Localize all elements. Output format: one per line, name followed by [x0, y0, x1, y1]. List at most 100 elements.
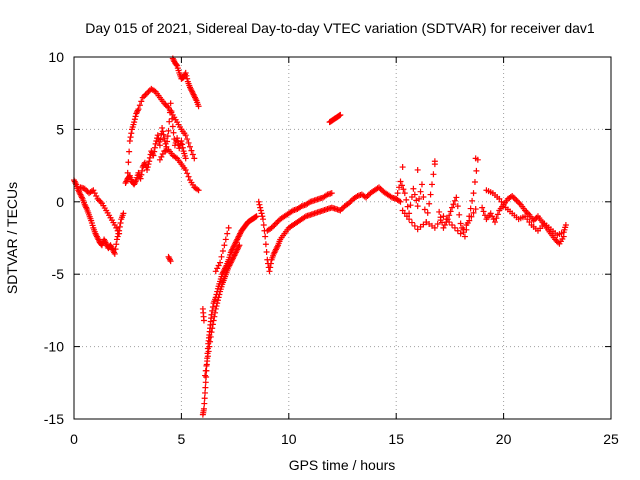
data-point — [141, 93, 148, 100]
data-point — [523, 208, 530, 215]
data-point — [421, 206, 428, 213]
data-point — [469, 197, 476, 204]
data-point — [472, 206, 479, 213]
data-point — [436, 208, 443, 215]
axis-ticks: 0 5 10 15 20 25 -15 -10 -5 0 5 10 — [44, 49, 619, 447]
data-point — [214, 265, 221, 272]
data-point — [156, 156, 163, 163]
data-point — [114, 233, 121, 240]
x-tick-label: 25 — [603, 431, 619, 447]
data-point — [414, 166, 421, 173]
data-point — [182, 155, 189, 162]
data-point — [446, 219, 453, 226]
data-point — [461, 233, 468, 240]
data-point — [179, 141, 186, 148]
data-point — [200, 405, 207, 412]
x-tick-label: 10 — [281, 431, 297, 447]
data-point — [191, 155, 198, 162]
data-point — [144, 164, 151, 171]
data-point — [255, 198, 262, 205]
data-point — [256, 201, 263, 208]
data-point — [437, 217, 444, 224]
data-point — [494, 211, 501, 218]
data-point — [97, 198, 104, 205]
data-point — [173, 61, 180, 68]
data-point — [430, 171, 437, 178]
data-point — [165, 127, 172, 134]
data-point — [112, 246, 119, 253]
data-point — [394, 190, 401, 197]
data-point — [212, 268, 219, 275]
data-point — [397, 178, 404, 185]
data-point — [236, 242, 243, 249]
data-point — [117, 220, 124, 227]
data-point — [186, 143, 193, 150]
data-point — [209, 321, 216, 328]
data-point — [131, 119, 138, 126]
data-point — [144, 166, 151, 173]
data-point — [116, 230, 123, 237]
data-point — [138, 98, 145, 105]
data-point — [166, 118, 173, 125]
data-point — [266, 268, 273, 275]
data-point — [457, 230, 464, 237]
data-point — [134, 107, 141, 114]
data-point — [337, 207, 344, 214]
data-point — [151, 144, 158, 151]
data-point — [183, 72, 190, 79]
data-point — [338, 206, 345, 213]
data-point — [146, 154, 153, 161]
data-point — [188, 147, 195, 154]
x-tick-label: 20 — [496, 431, 512, 447]
data-point — [202, 389, 209, 396]
data-point — [470, 190, 477, 197]
data-point — [471, 179, 478, 186]
data-point — [202, 372, 209, 379]
data-point — [215, 294, 222, 301]
data-point — [393, 195, 400, 202]
data-point — [170, 129, 177, 136]
data-point — [427, 191, 434, 198]
data-point — [127, 134, 134, 141]
data-point — [151, 148, 158, 155]
data-point — [124, 169, 131, 176]
data-point — [206, 343, 213, 350]
data-point — [126, 148, 133, 155]
data-point — [468, 213, 475, 220]
data-point — [182, 132, 189, 139]
data-point — [413, 197, 420, 204]
data-point — [467, 205, 474, 212]
data-point — [451, 197, 458, 204]
data-point — [426, 200, 433, 207]
data-point — [210, 317, 217, 324]
data-point — [555, 239, 562, 246]
data-point — [126, 137, 133, 144]
data-point — [416, 195, 423, 202]
data-point — [454, 203, 461, 210]
data-point — [328, 190, 335, 197]
data-point — [267, 264, 274, 271]
data-point — [203, 362, 210, 369]
data-point — [514, 198, 521, 205]
data-point — [139, 94, 146, 101]
y-tick-label: 5 — [56, 121, 64, 137]
data-point — [397, 198, 404, 205]
data-point — [179, 144, 186, 151]
data-point — [274, 219, 281, 226]
data-point — [202, 384, 209, 391]
data-point — [414, 203, 421, 210]
data-point — [446, 212, 453, 219]
data-point — [189, 151, 196, 158]
data-point — [202, 379, 209, 386]
data-point — [195, 103, 202, 110]
data-point — [113, 236, 120, 243]
data-point — [132, 113, 139, 120]
data-point — [208, 329, 215, 336]
data-point — [454, 227, 461, 234]
data-point — [399, 164, 406, 171]
data-point — [257, 207, 264, 214]
data-point — [364, 193, 371, 200]
data-point — [200, 317, 207, 324]
data-point — [403, 196, 410, 203]
